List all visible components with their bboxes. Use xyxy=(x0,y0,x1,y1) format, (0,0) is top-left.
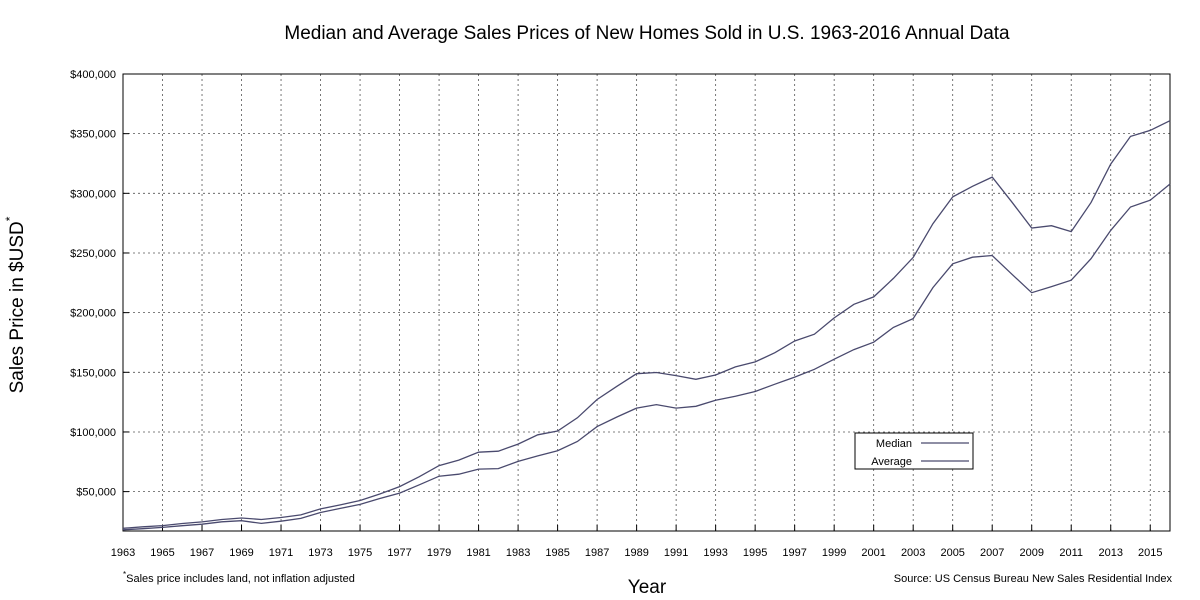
x-tick-label: 1979 xyxy=(427,547,451,559)
y-tick-label: $200,000 xyxy=(70,308,116,320)
x-tick-label: 1997 xyxy=(782,547,806,559)
x-tick-label: 1965 xyxy=(150,547,174,559)
x-tick-label: 1967 xyxy=(190,547,214,559)
legend-label-median: Median xyxy=(876,438,912,450)
x-tick-label: 2015 xyxy=(1138,547,1162,559)
x-tick-label: 1985 xyxy=(545,547,569,559)
x-tick-label: 1981 xyxy=(466,547,490,559)
y-tick-label: $250,000 xyxy=(70,248,116,260)
x-tick-label: 1995 xyxy=(743,547,767,559)
y-axis-ticks: $50,000 $100,000 $150,000 $200,000 $250,000 $… xyxy=(70,69,129,499)
legend-label-average: Average xyxy=(871,456,912,468)
x-tick-label: 2009 xyxy=(1019,547,1043,559)
x-tick-label: 2007 xyxy=(980,547,1004,559)
x-tick-label: 2011 xyxy=(1059,547,1083,559)
x-tick-label: 2003 xyxy=(901,547,925,559)
y-tick-label: $100,000 xyxy=(70,427,116,439)
source-note: Source: US Census Bureau New Sales Resid… xyxy=(894,573,1173,585)
x-tick-label: 1999 xyxy=(822,547,846,559)
x-tick-label: 1983 xyxy=(506,547,530,559)
y-tick-label: $350,000 xyxy=(70,129,116,141)
x-axis-label: Year xyxy=(628,577,667,598)
y-tick-label: $150,000 xyxy=(70,367,116,379)
x-tick-label: 1993 xyxy=(703,547,727,559)
footnote-text: Sales price includes land, not inflation… xyxy=(126,573,355,585)
x-tick-label: 1977 xyxy=(387,547,411,559)
x-tick-label: 1987 xyxy=(585,547,609,559)
y-tick-label: $50,000 xyxy=(76,487,116,499)
x-axis-ticks: 1963 1965 1967 1969 1971 1973 1975 1977 1979 1981… xyxy=(111,525,1162,559)
series-line-median xyxy=(122,183,1171,531)
grid-layer xyxy=(122,73,1170,531)
x-tick-label: 1963 xyxy=(111,547,135,559)
x-tick-label: 2005 xyxy=(940,547,964,559)
y-axis-label: Sales Price in $USD* xyxy=(3,216,28,393)
x-tick-label: 1989 xyxy=(624,547,648,559)
x-tick-label: 2001 xyxy=(861,547,885,559)
x-tick-label: 1975 xyxy=(348,547,372,559)
y-tick-label: $300,000 xyxy=(70,188,116,200)
x-tick-label: 1971 xyxy=(269,547,293,559)
footnote: *Sales price includes land, not inflatio… xyxy=(123,570,355,585)
y-tick-label: $400,000 xyxy=(70,69,116,81)
legend: Median Average xyxy=(854,432,974,470)
x-tick-label: 1969 xyxy=(229,547,253,559)
x-tick-label: 2013 xyxy=(1098,547,1122,559)
series-layer xyxy=(122,120,1171,531)
legend-box xyxy=(854,432,974,470)
y-axis-label-text: Sales Price in $USD xyxy=(7,221,28,393)
chart-title: Median and Average Sales Prices of New H… xyxy=(284,23,1010,44)
x-tick-label: 1991 xyxy=(664,547,688,559)
x-tick-label: 1973 xyxy=(308,547,332,559)
plot-frame xyxy=(122,73,1171,532)
footnote-marker: * xyxy=(123,570,126,579)
series-line-average xyxy=(122,120,1171,529)
y-axis-label-superscript: * xyxy=(3,216,17,221)
